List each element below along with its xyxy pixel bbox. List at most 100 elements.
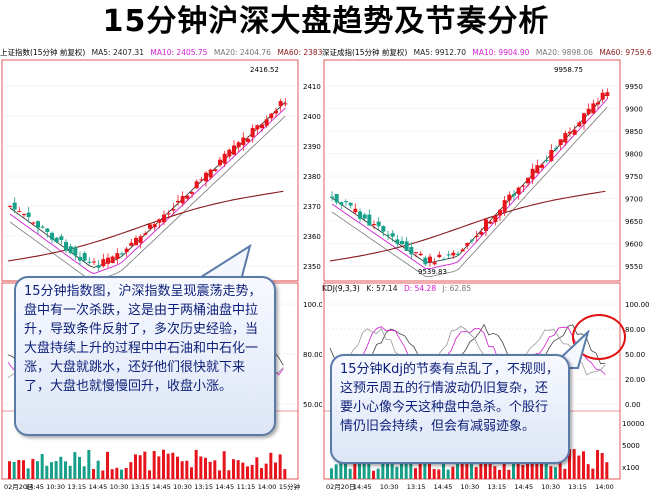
x-tick-label: 15分钟 <box>279 482 301 491</box>
candle-body <box>586 108 591 115</box>
volume-bar <box>115 467 119 479</box>
left-ma20: MA20: 2404.76 <box>213 48 271 57</box>
candle-body <box>199 179 204 181</box>
x-tick-label: 14:45 <box>434 483 453 491</box>
candle-body <box>213 169 218 172</box>
volume-bar <box>190 467 193 479</box>
candle-body <box>124 248 129 253</box>
volume-bar <box>218 470 221 479</box>
candle-body <box>148 224 152 229</box>
candle-body <box>255 125 260 130</box>
candle-body <box>274 110 278 114</box>
volume-bar <box>423 450 427 479</box>
candle-body <box>446 254 451 256</box>
volume-bar <box>507 469 511 479</box>
volume-bar <box>465 462 469 479</box>
volume-bar <box>362 456 366 479</box>
candle-body <box>339 202 344 205</box>
candle-body <box>250 127 255 138</box>
volume-bar <box>36 461 39 479</box>
ma20-line <box>331 106 608 278</box>
candle-body <box>479 232 484 235</box>
x-tick-label: 14:00 <box>595 483 614 491</box>
volume-bar <box>120 469 123 479</box>
volume-bar <box>334 464 338 479</box>
kdj-header: KDJ(9,3,3) K: 57.14 D: 54.28 J: 62.85 <box>322 283 475 295</box>
volume-bar <box>558 453 562 479</box>
volume-bar <box>110 469 114 479</box>
candle-body <box>264 119 269 126</box>
y-tick-label: 2360 <box>303 233 321 241</box>
volume-bar <box>488 460 492 479</box>
right-chart-name: 深证成指(15分钟 前复权) <box>322 48 408 57</box>
candle-body <box>12 202 17 210</box>
candle-body <box>484 219 488 231</box>
candle-body <box>414 252 418 254</box>
y-tick-label: 9600 <box>625 241 643 249</box>
candle-body <box>190 192 194 194</box>
volume-bar <box>577 455 581 479</box>
candle-body <box>208 169 213 178</box>
y-tick-label: 9700 <box>625 196 643 204</box>
candle-body <box>395 239 400 244</box>
candle-body <box>134 237 138 246</box>
volume-bar <box>82 466 86 479</box>
candle-body <box>218 159 222 166</box>
volume-bar <box>176 456 179 479</box>
ma20-line <box>9 115 286 282</box>
candle-body <box>138 236 143 243</box>
candle-body <box>45 228 50 232</box>
candle-body <box>516 187 521 195</box>
candle-body <box>232 145 236 155</box>
volume-bar <box>255 457 259 479</box>
candle-body <box>40 226 45 228</box>
volume-bar <box>386 463 389 479</box>
volume-bar <box>456 455 459 479</box>
x-tick-label: 13:15 <box>67 483 86 491</box>
candle-body <box>106 257 110 264</box>
volume-bar <box>376 468 380 479</box>
candle-body <box>563 132 568 143</box>
y-tick-label: 9650 <box>625 218 643 226</box>
volume-bar <box>180 461 184 479</box>
candle-body <box>87 261 92 263</box>
volume-bar <box>460 462 464 479</box>
candle-body <box>260 124 264 129</box>
candle-body <box>283 103 288 105</box>
candle-body <box>372 224 376 226</box>
candle-body <box>460 249 465 252</box>
volume-bar <box>92 469 95 479</box>
volume-bar <box>241 462 245 479</box>
kdj-line <box>329 325 606 379</box>
candle-body <box>400 241 404 245</box>
left-chart-name: 上证指数(15分钟 前复权) <box>0 48 86 57</box>
kdj-name: KDJ(9,3,3) <box>322 284 360 293</box>
volume-bar <box>194 449 198 479</box>
kdj-d: D: 54.28 <box>403 284 437 293</box>
candle-body <box>204 172 208 182</box>
right-ma10: MA10: 9904.90 <box>472 48 530 57</box>
volume-bar <box>106 451 109 479</box>
x-tick-label: 14:45 <box>25 483 44 491</box>
volume-bar <box>152 451 156 479</box>
candle-body <box>498 209 502 216</box>
candle-body <box>451 252 456 256</box>
candle-body <box>31 222 36 224</box>
volume-bar <box>264 463 268 479</box>
kdj-tick-label: 0.00 <box>625 401 641 409</box>
volume-bar <box>40 453 44 479</box>
volume-bar <box>8 461 11 479</box>
volume-bar <box>591 468 595 479</box>
candle-body <box>8 205 12 207</box>
volume-bar <box>138 455 142 479</box>
kdj-highlight-circle <box>572 314 626 360</box>
volume-bar <box>437 469 441 479</box>
volume-bar <box>246 466 249 479</box>
x-tick-label: 14:45 <box>353 483 372 491</box>
candle-body <box>418 253 423 256</box>
candle-body <box>73 247 78 256</box>
candle-body <box>64 241 68 251</box>
volume-bar <box>395 466 399 479</box>
volume-bar <box>474 467 478 479</box>
candle-body <box>540 164 544 168</box>
